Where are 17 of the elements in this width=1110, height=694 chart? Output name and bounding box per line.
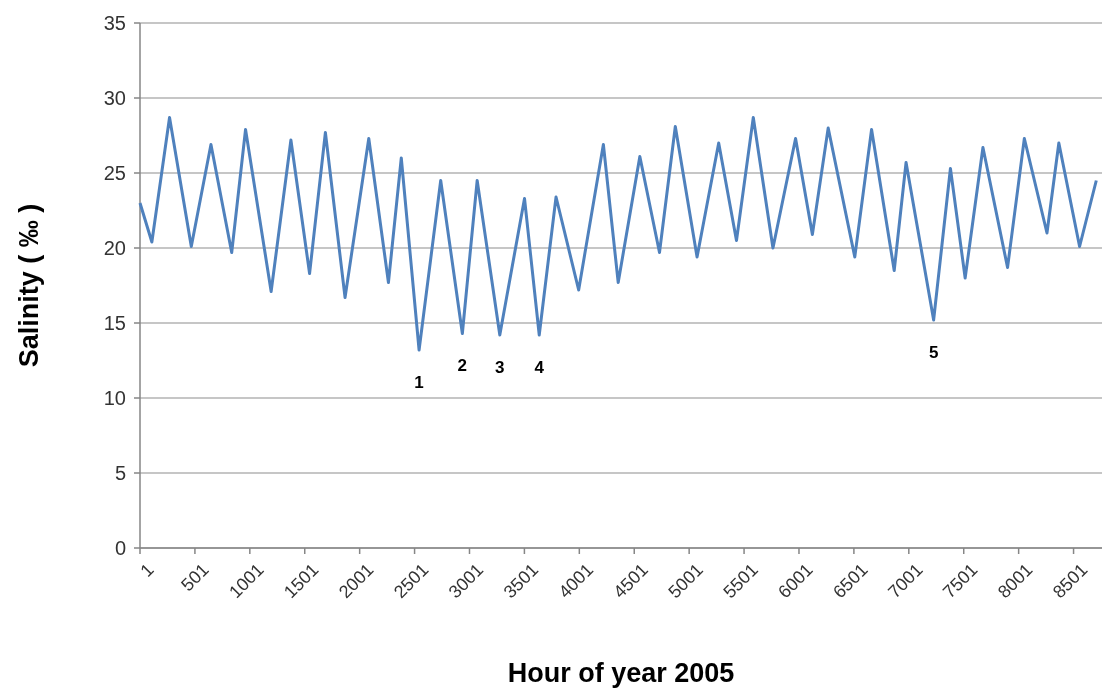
x-tick-label: 501 — [177, 559, 213, 595]
annotation: 4 — [534, 357, 545, 377]
y-tick-label: 0 — [114, 537, 126, 559]
y-tick-label: 10 — [103, 387, 126, 409]
x-axis-title: Hour of year 2005 — [507, 658, 735, 688]
y-tick-label: 25 — [103, 162, 126, 184]
y-axis-title: Salinity ( ‰ ) — [14, 203, 44, 368]
annotation: 2 — [457, 356, 468, 376]
y-tick-label: 35 — [103, 12, 126, 34]
annotation: 5 — [928, 342, 939, 362]
annotation: 1 — [414, 372, 424, 392]
x-tick-label: 1 — [136, 559, 158, 581]
y-tick-label: 20 — [103, 237, 126, 259]
annotation: 3 — [495, 357, 505, 377]
y-tick-label: 5 — [114, 462, 126, 484]
y-tick-label: 15 — [103, 312, 126, 334]
y-tick-label: 30 — [103, 87, 126, 109]
